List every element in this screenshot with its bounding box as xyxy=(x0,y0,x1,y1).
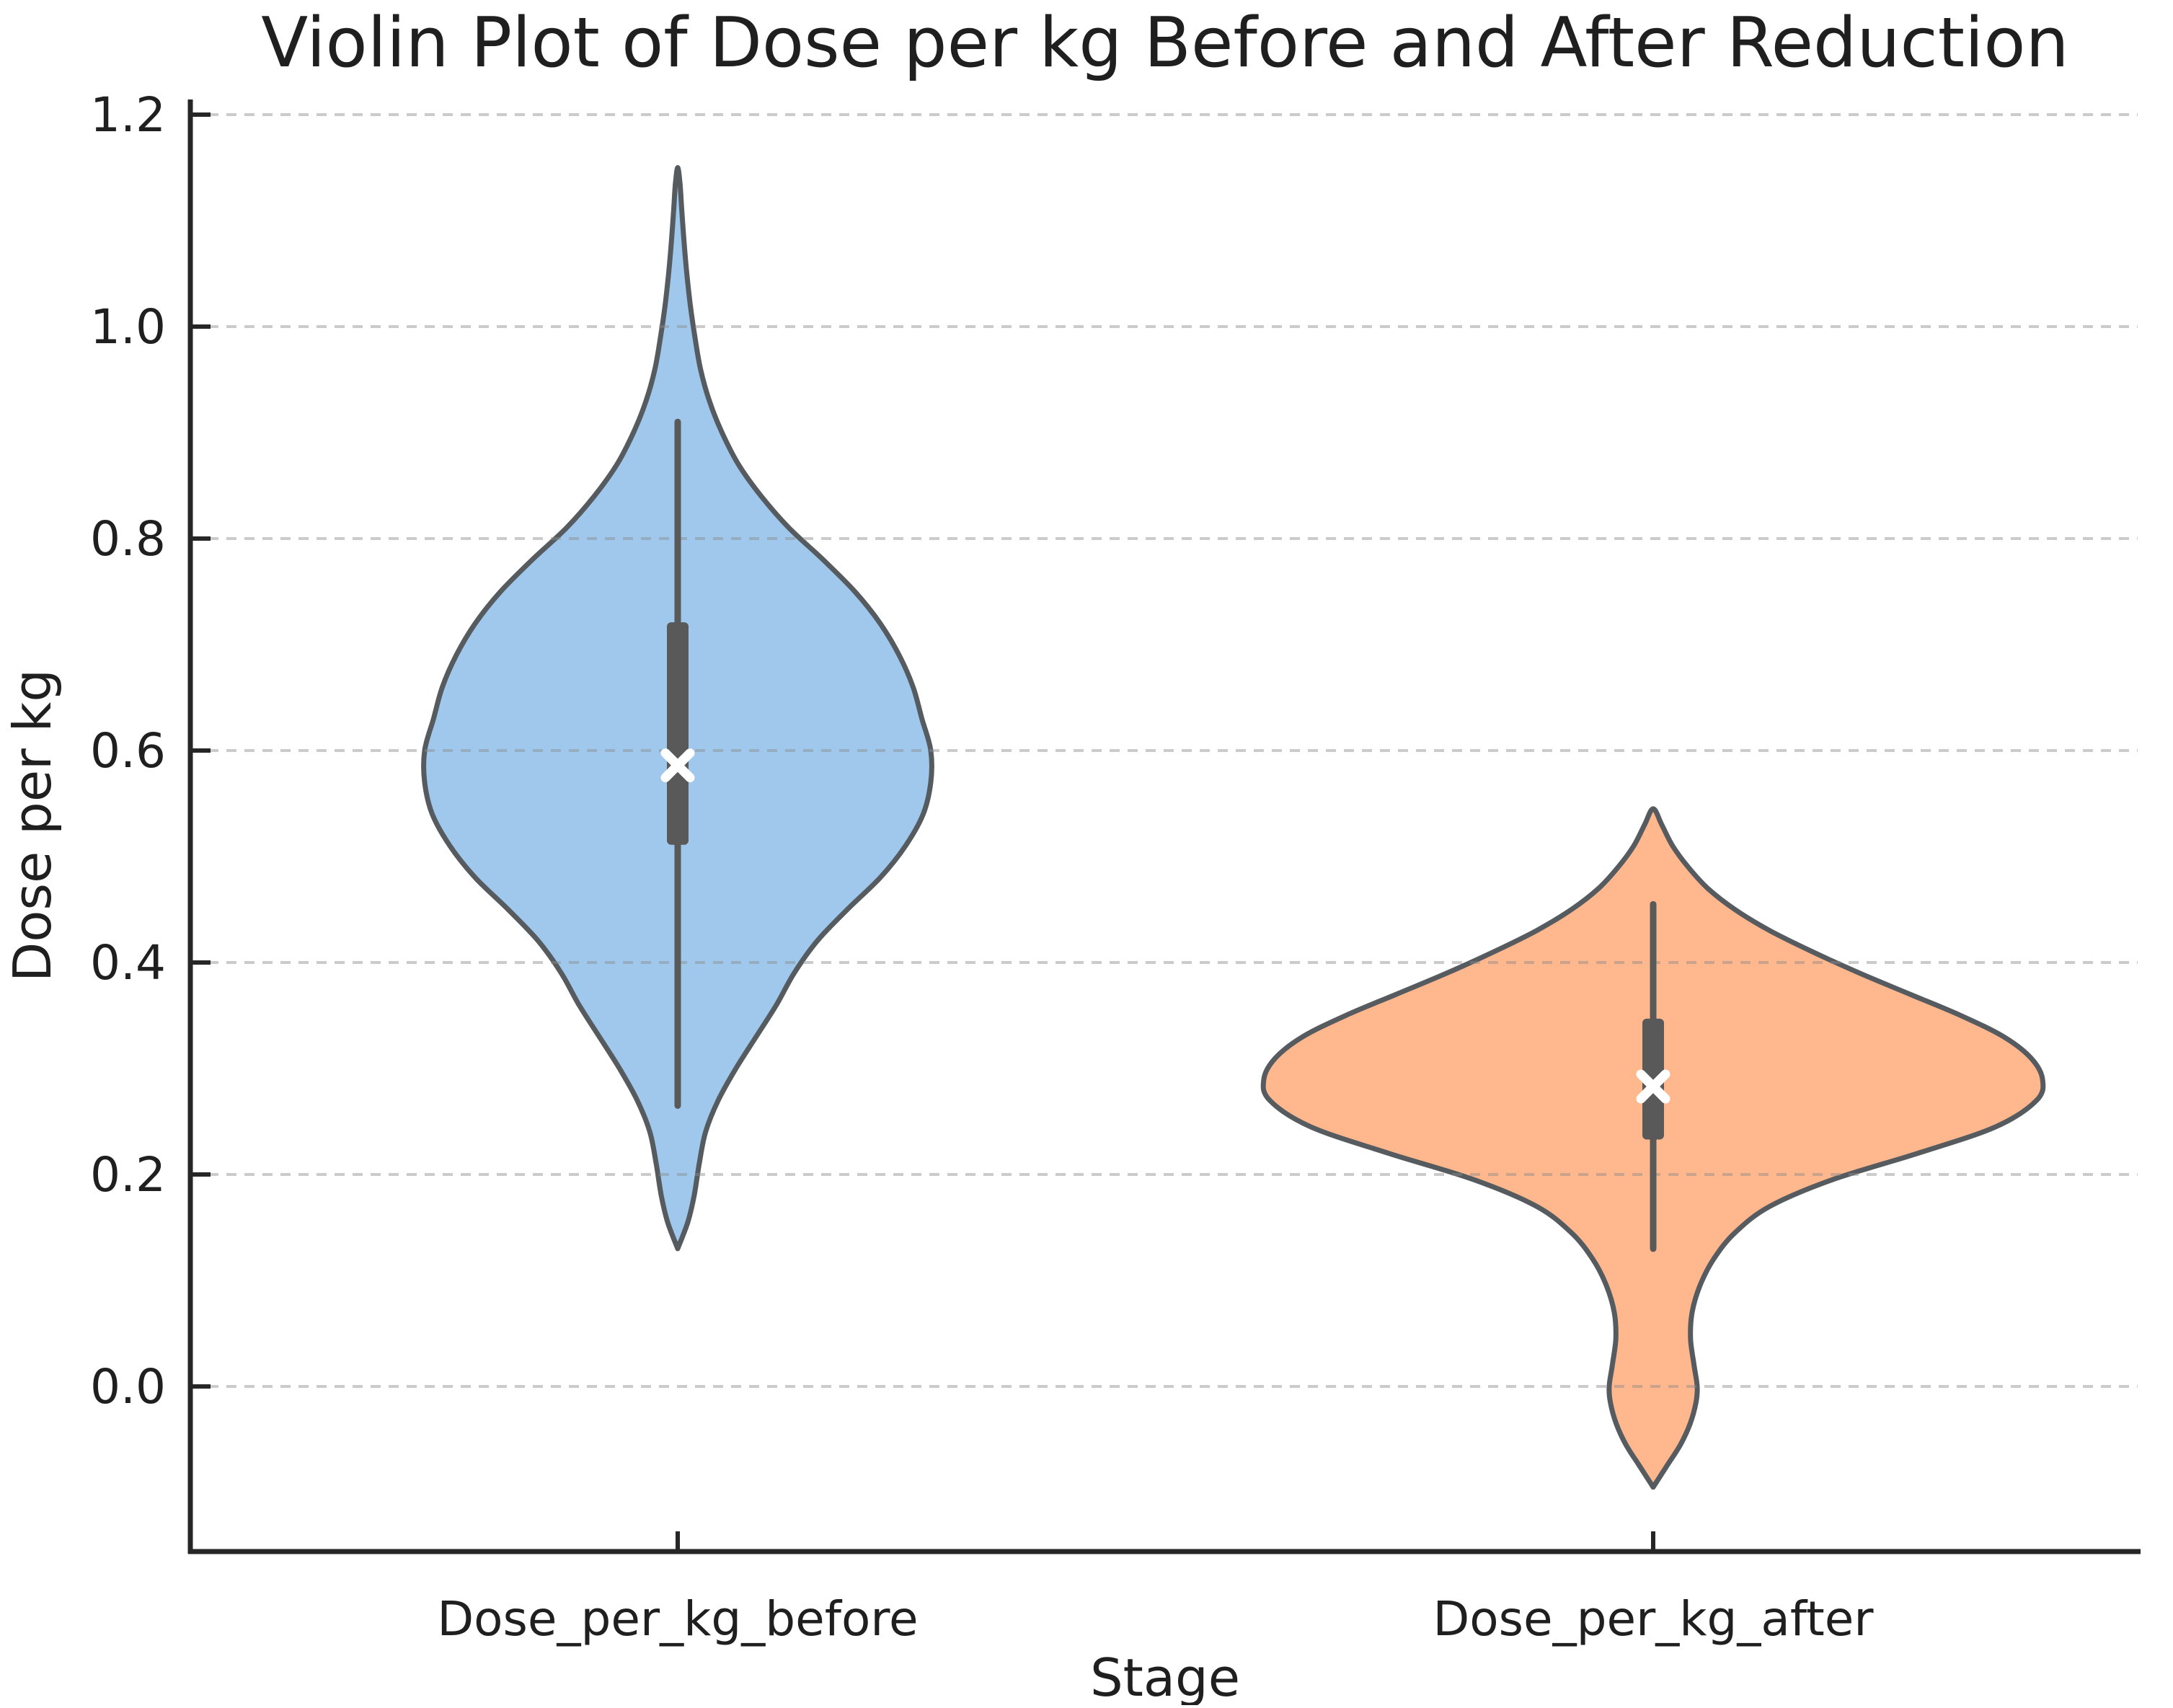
mean-x-marker-before xyxy=(660,748,695,783)
y-axis-label: Dose per kg xyxy=(2,669,63,982)
y-tick-label-0.2: 0.2 xyxy=(90,1147,166,1203)
y-tick-label-0: 0.0 xyxy=(90,1359,166,1415)
y-tick-label-1.2: 1.2 xyxy=(90,87,166,143)
y-tick-label-0.6: 0.6 xyxy=(90,723,166,779)
x-axis-label: Stage xyxy=(1090,1647,1240,1705)
gridlines-layer xyxy=(190,113,2138,1388)
y-tick-label-1: 1.0 xyxy=(90,299,166,355)
mean-x-marker-after xyxy=(1636,1069,1670,1104)
axes-layer: 0.0 0.2 0.4 0.6 0.8 1.0 1.2 xyxy=(90,87,2141,1554)
violins-layer xyxy=(421,165,2046,1490)
iqr-box-before xyxy=(667,622,689,845)
x-tick-label-after: Dose_per_kg_after xyxy=(1433,1591,1874,1647)
chart-title: Violin Plot of Dose per kg Before and Af… xyxy=(261,4,2069,83)
y-tick-label-0.8: 0.8 xyxy=(90,511,166,567)
inner-boxplots-layer xyxy=(660,418,1670,1252)
y-tick-label-0.4: 0.4 xyxy=(90,935,166,991)
iqr-box-after xyxy=(1642,1018,1664,1140)
x-tick-label-before: Dose_per_kg_before xyxy=(437,1591,918,1647)
